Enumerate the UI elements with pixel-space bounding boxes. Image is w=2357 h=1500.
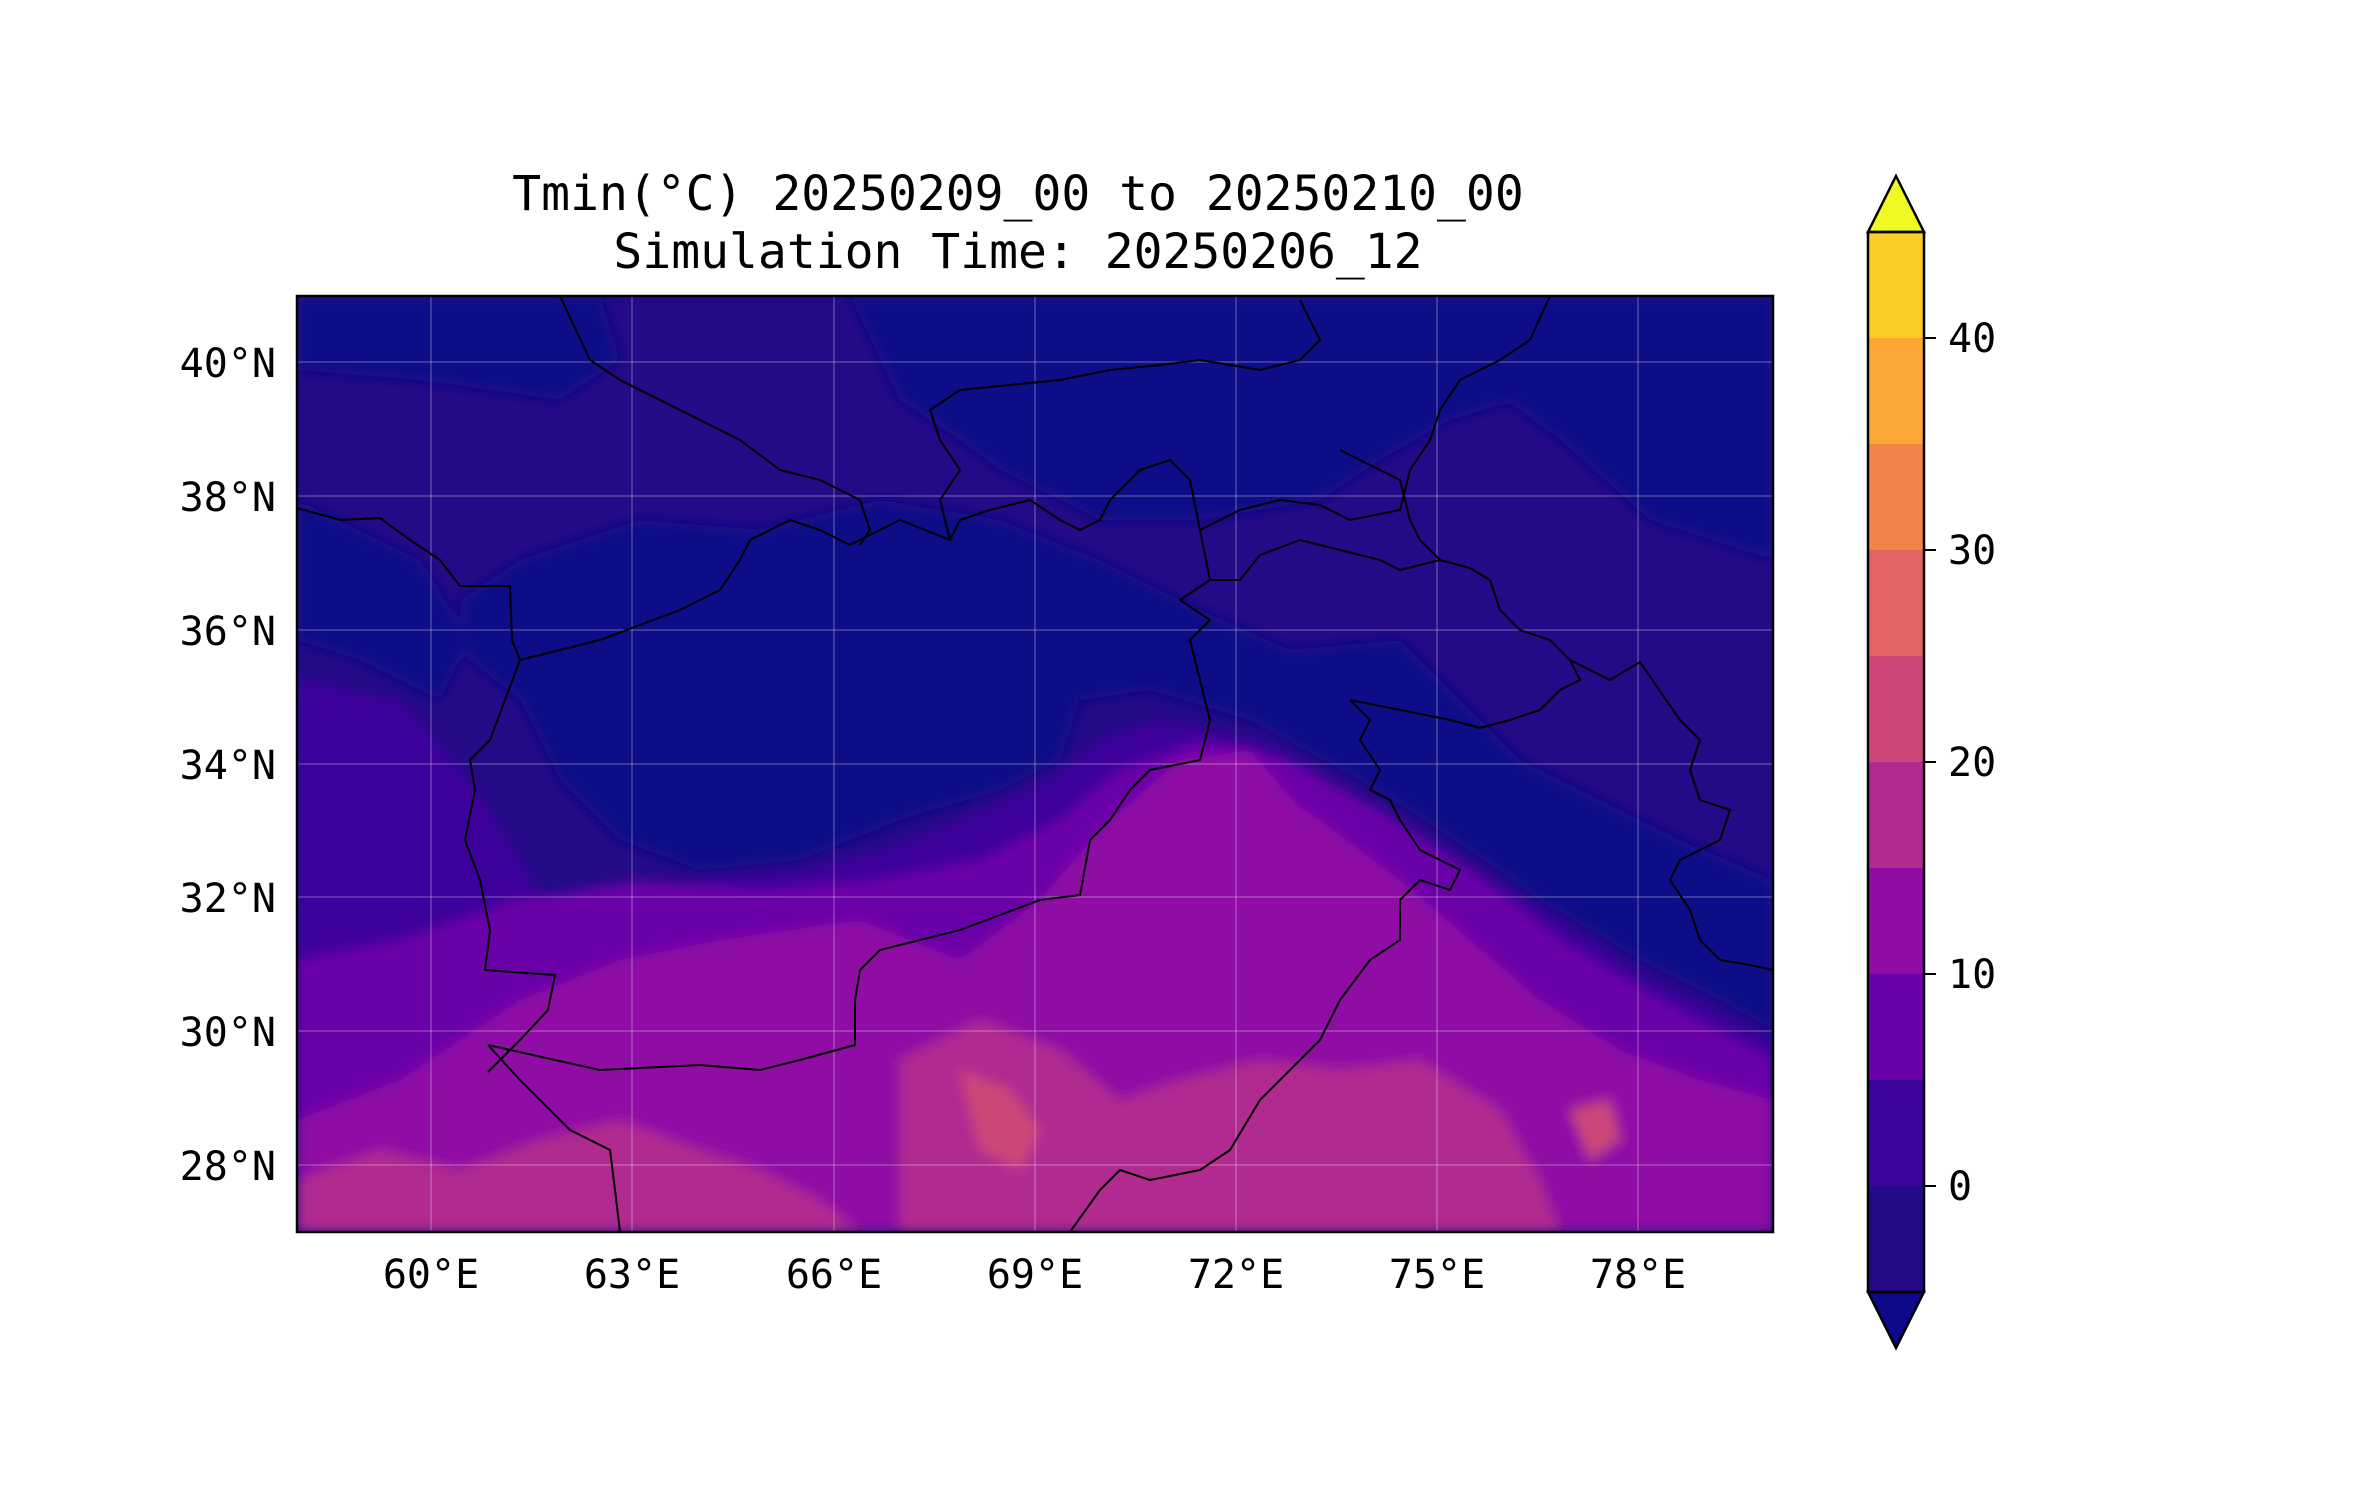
country-borders (297, 296, 1773, 1232)
cold-zone-upper-left (297, 296, 620, 400)
colorbar-segment (1868, 868, 1924, 974)
colorbar-segment (1868, 1080, 1924, 1186)
lon-tick-label: 69°E (987, 1252, 1083, 1298)
map-frame (295, 294, 1775, 1234)
colorbar-segment (1868, 338, 1924, 444)
border-india-china (1569, 659, 1773, 971)
colorbar-tick-label: 30 (1948, 528, 1996, 574)
border-afghanistan-north (519, 459, 1211, 661)
colorbar-tick-label: 40 (1948, 316, 1996, 362)
colorbar-segment (1868, 444, 1924, 550)
lat-tick-label: 32°N (180, 876, 276, 922)
colorbar-extend-min (1865, 1290, 1927, 1351)
lon-tick-labels: 60°E 63°E 66°E 69°E 72°E 75°E 78°E (383, 1252, 1686, 1298)
cold-zone-west (297, 500, 470, 700)
lat-tick-label: 36°N (180, 609, 276, 655)
colorbar-segment (1868, 550, 1924, 656)
plot-title-line2: Simulation Time: 20250206_12 (613, 224, 1422, 280)
lat-tick-label: 38°N (180, 475, 276, 521)
zone-20-25-patch-2 (1570, 1100, 1620, 1160)
lon-tick-label: 75°E (1389, 1252, 1485, 1298)
colorbar-tick-label: 20 (1948, 740, 1996, 786)
colorbar-tick-label: 10 (1948, 952, 1996, 998)
colorbar-tick-label: 0 (1948, 1164, 1972, 1210)
zone-15-20-sindh (900, 1020, 1560, 1232)
border-tajik-china (1339, 449, 1441, 561)
lon-tick-label: 63°E (584, 1252, 680, 1298)
lat-tick-label: 28°N (180, 1144, 276, 1190)
border-afghanistan-pakistan-south (487, 579, 1211, 1071)
border-tajik-north (929, 299, 1321, 541)
map-panel: 28°N 30°N 32°N 34°N 36°N 38°N 40°N 60°E … (180, 294, 1775, 1298)
plot-title-line1: Tmin(°C) 20250209_00 to 20250210_00 (512, 166, 1523, 222)
border-tajik-kyrgyz (1199, 296, 1551, 531)
lon-tick-label: 72°E (1188, 1252, 1284, 1298)
colorbar: 0 10 20 30 40 (1865, 173, 1996, 1351)
colorbar-segment (1868, 232, 1924, 338)
zone-15-20-southwest (297, 1120, 860, 1232)
lon-tick-label: 60°E (383, 1252, 479, 1298)
colorbar-segment (1868, 656, 1924, 762)
lat-tick-label: 30°N (180, 1010, 276, 1056)
colorbar-extend-max (1865, 173, 1927, 234)
colorbar-segment (1868, 974, 1924, 1080)
zone-10-15-indus (1110, 750, 1310, 1120)
border-pakistan-india (1069, 699, 1461, 1232)
border-iran-pakistan (487, 1044, 621, 1232)
border-central-asia (559, 296, 871, 546)
lat-tick-labels: 28°N 30°N 32°N 34°N 36°N 38°N 40°N (180, 341, 276, 1190)
lon-tick-label: 78°E (1590, 1252, 1686, 1298)
colorbar-segment (1868, 1186, 1924, 1292)
gridlines (297, 296, 1773, 1232)
lon-tick-label: 66°E (786, 1252, 882, 1298)
zone-20-25-patch-1 (960, 1070, 1040, 1170)
border-iran-afghanistan (464, 659, 556, 1073)
border-iran-turkmenistan (297, 507, 521, 661)
border-pakistan-china (1210, 539, 1581, 729)
cold-zone-northeast (1400, 296, 1773, 560)
cold-zone-afghan-highlands (460, 500, 1773, 1030)
lat-tick-label: 34°N (180, 743, 276, 789)
colorbar-segment (1868, 762, 1924, 868)
lat-tick-label: 40°N (180, 341, 276, 387)
